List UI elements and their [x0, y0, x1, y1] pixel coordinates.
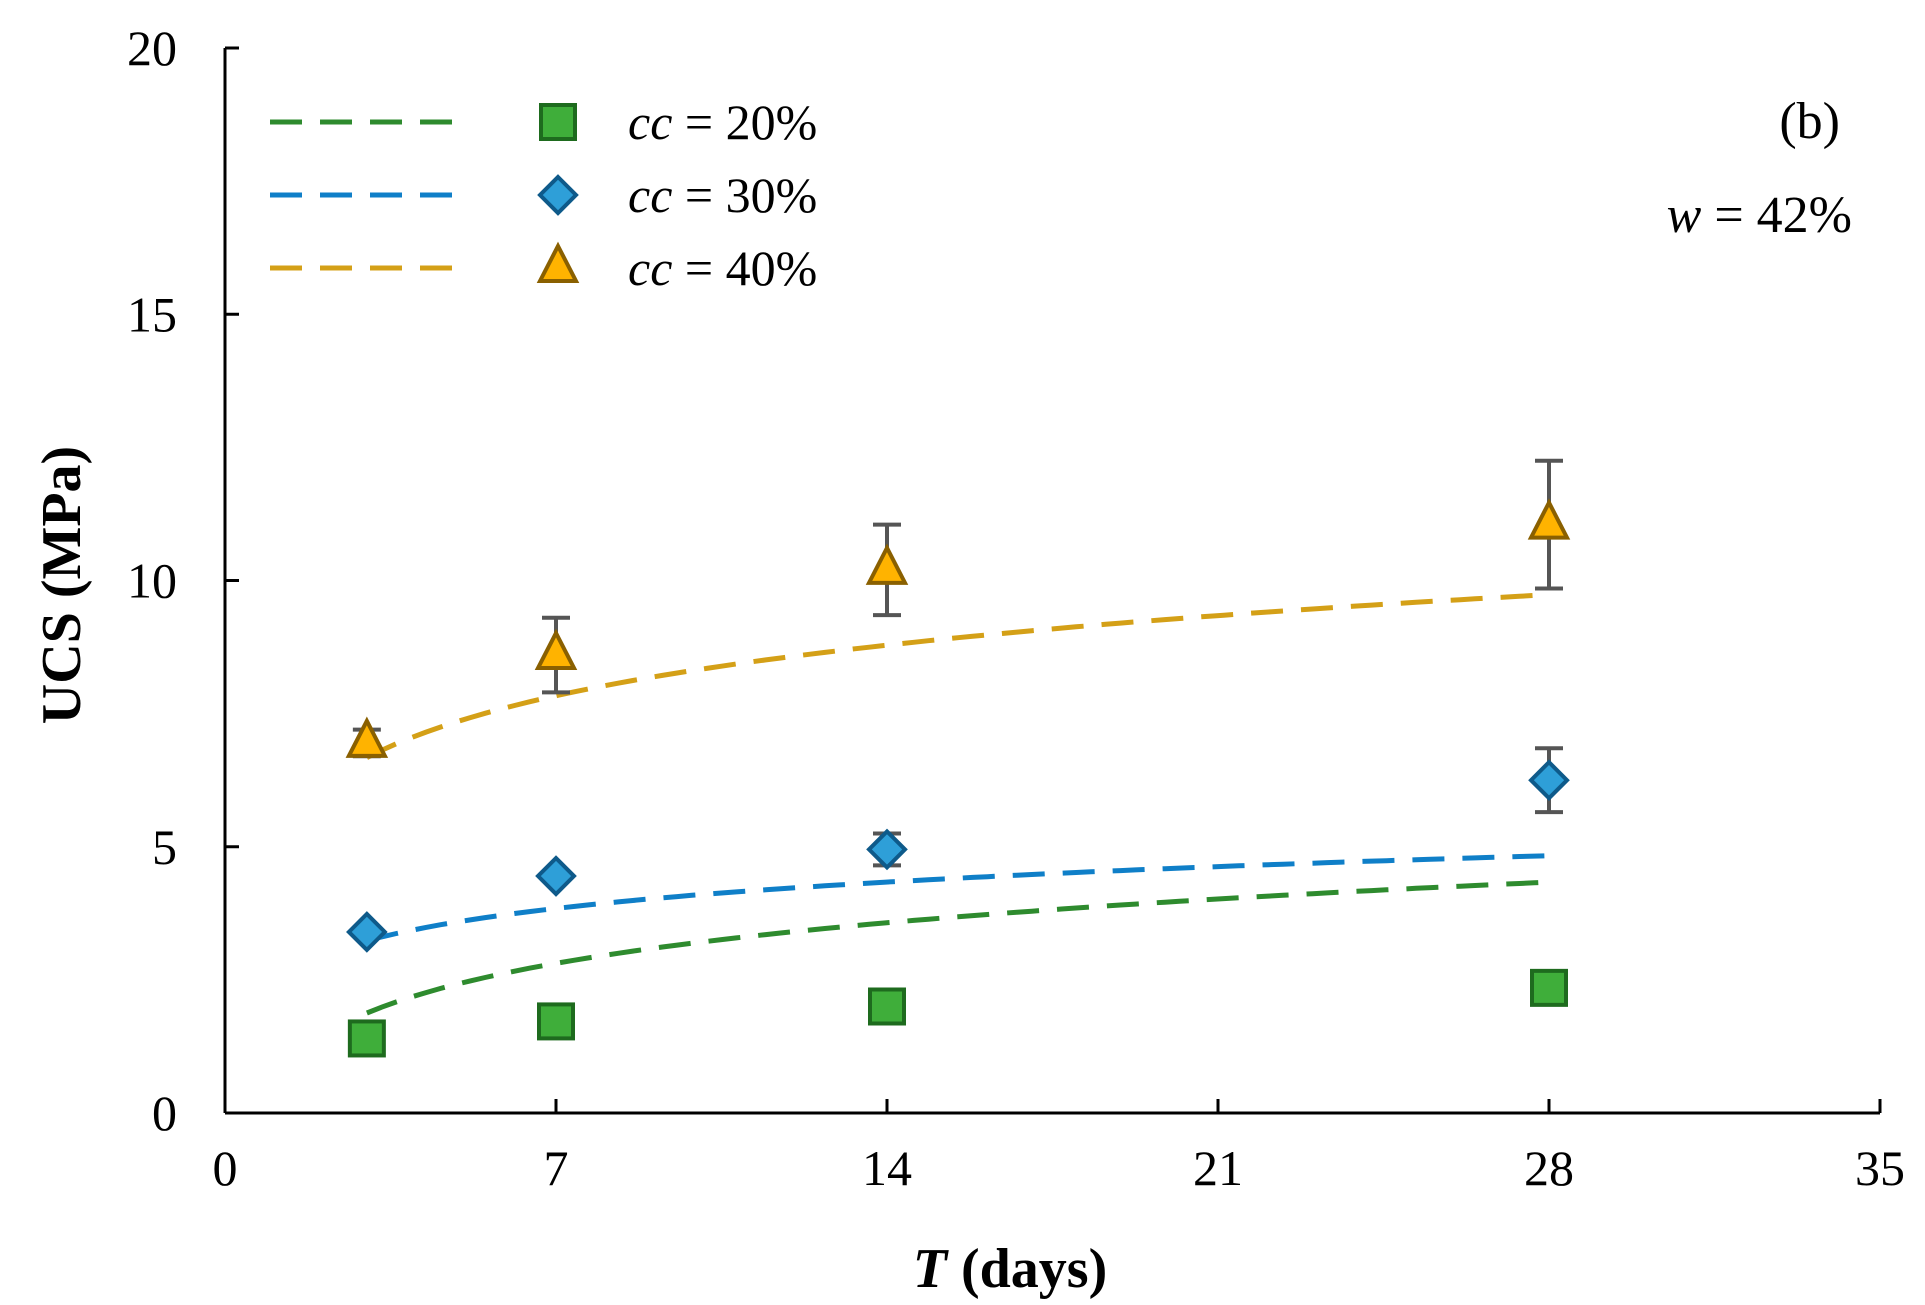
- data-point-square: [537, 1002, 575, 1041]
- x-tick-label: 0: [213, 1140, 238, 1196]
- axes: 0 7 14 21 28 35 0 5 10 15 20: [127, 20, 1905, 1196]
- legend-label-square: cc = 20%: [628, 94, 817, 150]
- x-tick-label: 21: [1193, 1140, 1243, 1196]
- data-point-diamond: [866, 828, 908, 871]
- y-tick-label: 15: [127, 286, 177, 342]
- water-content-variable: w: [1667, 187, 1702, 244]
- legend-label-value: = 20%: [672, 94, 817, 150]
- data-point-square: [347, 1019, 386, 1058]
- x-tick-label: 35: [1855, 1140, 1905, 1196]
- x-tick-label: 28: [1524, 1140, 1574, 1196]
- water-content-label: w = 42%: [1667, 187, 1852, 244]
- data-point-square: [868, 987, 906, 1026]
- data-point-diamond: [346, 911, 388, 953]
- fit-line-square: [365, 879, 1550, 1016]
- legend-label-variable: cc: [628, 94, 672, 150]
- legend-marker-triangle: [536, 241, 580, 283]
- x-tick-label: 14: [862, 1140, 912, 1196]
- y-ticks: 0 5 10 15 20: [127, 20, 239, 1141]
- x-axis-variable: T: [913, 1238, 950, 1300]
- panel-label: (b): [1779, 93, 1840, 150]
- data-point-diamond: [1528, 759, 1570, 802]
- water-content-value: = 42%: [1701, 187, 1852, 244]
- legend-label-variable: cc: [628, 167, 672, 223]
- legend: cc = 20%cc = 30%cc = 40%: [270, 94, 817, 296]
- x-axis-title: T (days): [913, 1238, 1107, 1300]
- data-point-triangle: [345, 716, 389, 758]
- data-point-triangle: [1527, 498, 1571, 540]
- data-markers: [345, 498, 1571, 1058]
- error-bars: [352, 458, 1563, 868]
- x-axis-unit: (days): [947, 1238, 1107, 1300]
- data-point-square: [1530, 968, 1568, 1007]
- x-ticks: 0 7 14 21 28 35: [213, 1099, 1905, 1196]
- data-point-triangle: [865, 543, 909, 585]
- legend-marker-square: [539, 103, 577, 141]
- legend-label-value: = 40%: [672, 240, 817, 296]
- legend-marker-diamond: [537, 174, 579, 216]
- y-tick-label: 0: [152, 1085, 177, 1141]
- y-tick-label: 20: [127, 20, 177, 76]
- y-tick-label: 10: [127, 553, 177, 609]
- x-tick-label: 7: [544, 1140, 569, 1196]
- legend-label-variable: cc: [628, 240, 672, 296]
- data-point-diamond: [535, 855, 577, 897]
- legend-label-value: = 30%: [672, 167, 817, 223]
- y-tick-label: 5: [152, 819, 177, 875]
- legend-label-triangle: cc = 40%: [628, 240, 817, 296]
- legend-label-diamond: cc = 30%: [628, 167, 817, 223]
- y-axis-title: UCS (MPa): [31, 446, 93, 724]
- data-point-triangle: [534, 628, 578, 671]
